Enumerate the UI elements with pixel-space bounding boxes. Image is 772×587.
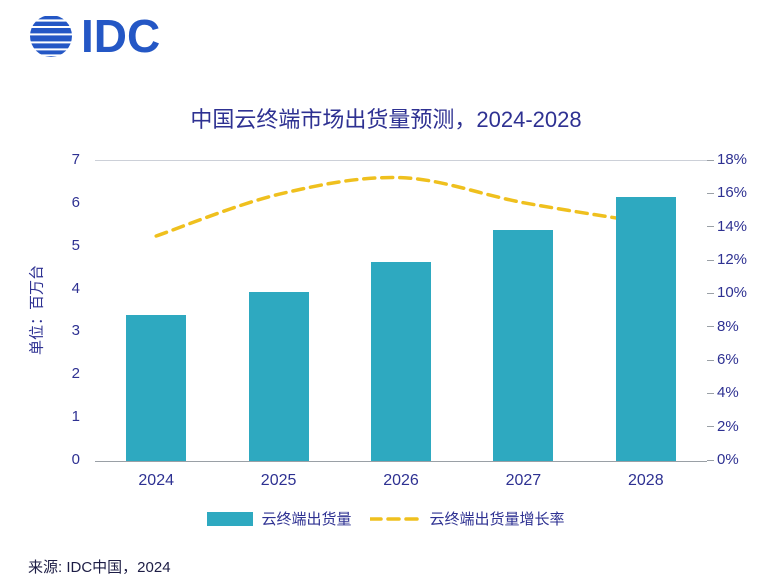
x-tick-label-2028: 2028 <box>628 472 664 489</box>
y-right-tick-mark <box>707 226 714 228</box>
idc-logo: IDC <box>28 12 160 60</box>
y-right-tick-mark <box>707 159 714 161</box>
bar-2024 <box>126 315 187 461</box>
y-right-tick-label: 6% <box>717 351 739 368</box>
y-left-tick-label: 1 <box>71 408 80 426</box>
y-right-tick-label: 0% <box>717 451 739 468</box>
y-right-tick-label: 12% <box>717 251 748 268</box>
y-left-tick-label: 4 <box>71 279 80 297</box>
chart-title: 中国云终端市场出货量预测，2024-2028 <box>190 107 582 132</box>
legend-label: 云终端出货量增长率 <box>429 511 565 528</box>
idc-logo-text: IDC <box>81 10 161 62</box>
bar-2025 <box>248 291 309 461</box>
legend-dashed-line-swatch <box>369 516 422 521</box>
y-right-tick-label: 8% <box>717 317 739 335</box>
bar-2026 <box>371 261 431 461</box>
x-tick-label-2027: 2027 <box>505 472 542 489</box>
y-left-tick-label: 3 <box>71 322 80 340</box>
legend-item: 云终端出货量 <box>207 508 352 529</box>
x-tick-label-2025: 2025 <box>260 472 297 489</box>
y-right-tick-mark <box>707 192 714 194</box>
y-right-tick-mark <box>707 392 714 394</box>
y-right-tick-mark <box>707 326 714 328</box>
y-right-tick-label: 10% <box>717 284 748 302</box>
legend-bar-swatch <box>207 511 254 526</box>
y-right-tick-label: 16% <box>717 184 748 202</box>
idc-globe-icon <box>30 16 72 57</box>
y-left-tick-label: 0 <box>71 451 80 468</box>
y-axis-title-left: 单位：百万台 <box>28 264 46 356</box>
x-tick-label-2024: 2024 <box>138 472 174 489</box>
bar-2027 <box>493 230 554 461</box>
legend: 云终端出货量 云终端出货量增长率 <box>0 508 772 529</box>
y-left-tick-label: 6 <box>71 193 80 211</box>
bar-2028 <box>615 197 676 461</box>
x-tick-label-2026: 2026 <box>383 472 419 489</box>
plot-area <box>95 160 707 462</box>
legend-label: 云终端出货量 <box>261 511 352 528</box>
y-right-tick-mark <box>707 259 714 261</box>
y-right-tick-mark <box>707 292 714 294</box>
y-left-tick-label: 5 <box>71 236 80 254</box>
y-right-tick-label: 18% <box>717 151 748 168</box>
y-right-tick-label: 4% <box>717 384 739 402</box>
y-right-tick-mark <box>707 359 714 361</box>
y-left-tick-label: 2 <box>71 365 80 383</box>
growth-line <box>154 175 648 238</box>
y-left-tick-label: 7 <box>71 151 80 168</box>
source-text: 来源: IDC中国，2024 <box>28 559 171 576</box>
y-right-tick-mark <box>707 426 714 428</box>
y-right-tick-label: 2% <box>717 417 739 435</box>
y-right-tick-label: 14% <box>717 217 748 235</box>
legend-item: 云终端出货量增长率 <box>369 508 565 529</box>
y-right-tick-mark <box>707 459 714 461</box>
